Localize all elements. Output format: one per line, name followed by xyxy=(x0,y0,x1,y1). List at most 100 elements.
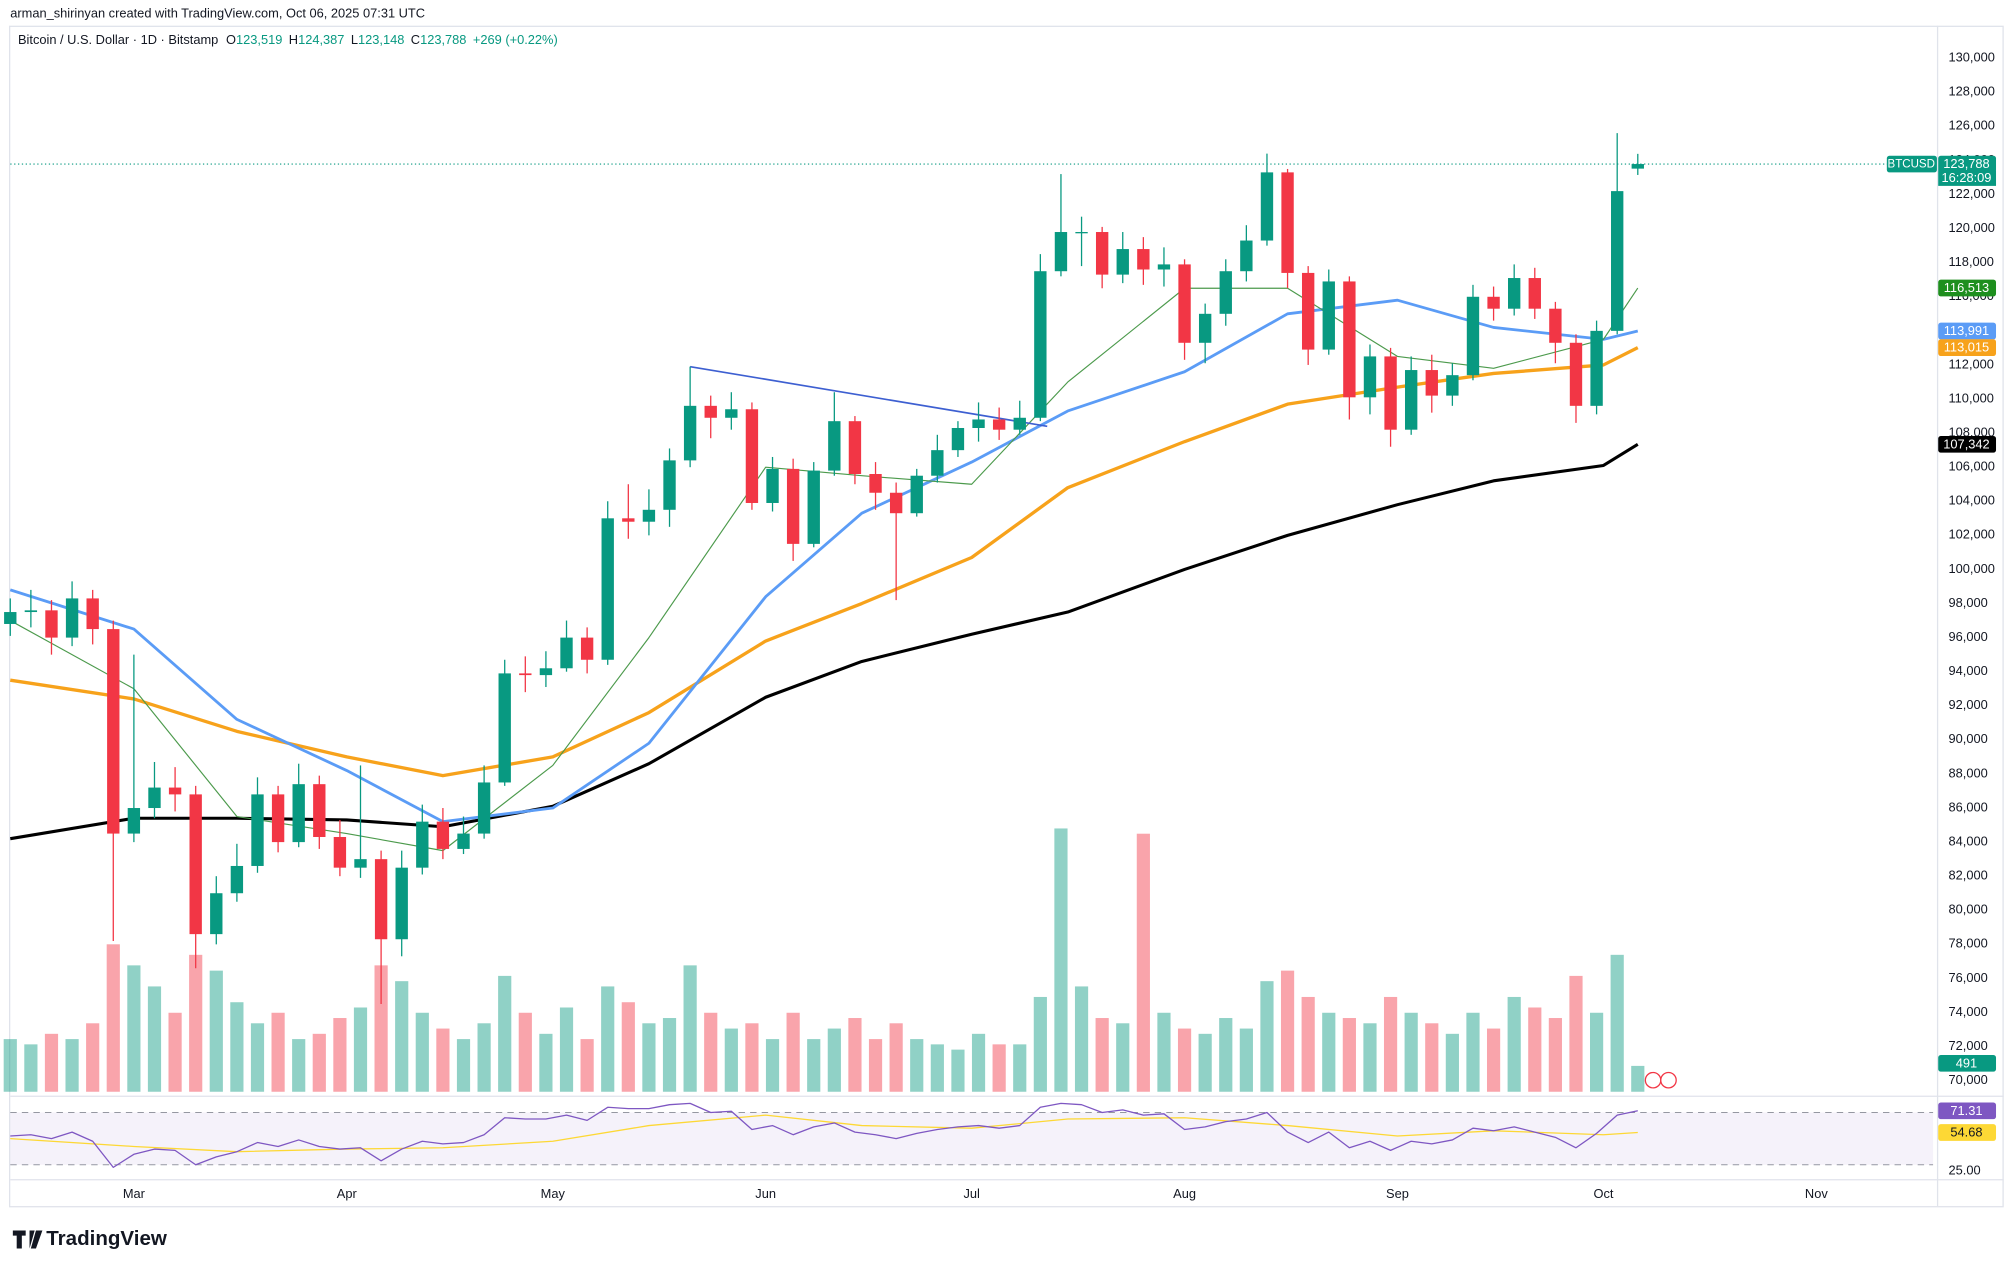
volume-bar xyxy=(1569,975,1583,1092)
volume-bar xyxy=(518,1012,532,1092)
candle-body xyxy=(663,460,676,510)
ohlc-key: C xyxy=(411,32,420,47)
volume-badge-bg xyxy=(1938,1054,1997,1072)
y-tick-label: 100,000 xyxy=(1948,561,1994,576)
candle-body xyxy=(745,409,759,503)
candle-body xyxy=(642,509,656,522)
candle-body xyxy=(313,784,326,837)
footer-logo: TradingView xyxy=(12,1227,168,1250)
y-tick-label: 106,000 xyxy=(1948,459,1994,474)
y-tick-label: 128,000 xyxy=(1948,84,1994,99)
candle-body xyxy=(1322,281,1335,350)
countdown-bg xyxy=(1938,170,1997,186)
volume-bar xyxy=(1033,996,1047,1092)
volume-bar xyxy=(1260,981,1274,1092)
candle-body xyxy=(1178,264,1191,343)
volume-bar xyxy=(1342,1018,1356,1092)
y-tick-label: 122,000 xyxy=(1948,186,1994,201)
candle-body xyxy=(1446,375,1459,396)
price-badge-bg xyxy=(1938,339,1997,356)
candle-body xyxy=(1034,271,1047,418)
moving-average-line xyxy=(9,287,1639,852)
ohlc-key: O xyxy=(226,32,236,47)
volume-bar xyxy=(374,965,388,1092)
candle-body xyxy=(1075,232,1088,234)
candle-body xyxy=(786,468,800,544)
y-tick-label: 90,000 xyxy=(1948,731,1987,746)
rsi-badge-bg xyxy=(1938,1102,1997,1120)
volume-bar xyxy=(86,1023,100,1092)
ohlc-value: 123,519 xyxy=(236,32,282,47)
volume-bar xyxy=(724,1028,738,1092)
candle-body xyxy=(457,833,470,849)
volume-bar xyxy=(827,1028,841,1092)
x-tick-label: Nov xyxy=(1805,1186,1828,1201)
price-badge: 113,991 xyxy=(1944,323,1989,338)
volume-bar xyxy=(889,1023,903,1092)
volume-bar xyxy=(1548,1018,1562,1092)
volume-bar xyxy=(1054,828,1068,1092)
volume-bar xyxy=(971,1033,986,1092)
volume-bar xyxy=(662,1018,677,1092)
volume-bar xyxy=(44,1033,59,1092)
volume-bar xyxy=(24,1044,38,1092)
candle-body xyxy=(210,893,223,935)
candle-body xyxy=(931,450,944,476)
y-tick-label: 96,000 xyxy=(1948,629,1987,644)
candle-body xyxy=(436,821,450,849)
volume-bar xyxy=(436,1028,450,1092)
volume-bar xyxy=(168,1012,182,1092)
candle-body xyxy=(1301,272,1315,350)
price-badge-bg xyxy=(1938,435,1997,453)
volume-bar xyxy=(951,1049,965,1092)
volume-bar xyxy=(271,1012,285,1092)
y-tick-label: 130,000 xyxy=(1948,50,1994,65)
candle-body xyxy=(1137,249,1150,270)
candle-body xyxy=(45,610,58,638)
candle-body xyxy=(1590,330,1603,406)
volume-bar xyxy=(456,1039,471,1092)
legend: Bitcoin / U.S. Dollar · 1D · Bitstamp O12… xyxy=(18,32,558,47)
candle-body xyxy=(1363,356,1377,398)
rsi-band xyxy=(10,1112,1934,1165)
volume-bar xyxy=(910,1039,924,1092)
volume-badge: 491 xyxy=(1956,1055,1977,1070)
candle-body xyxy=(1425,370,1438,396)
y-tick-label: 70,000 xyxy=(1948,1072,1987,1087)
symbol-badge: BTCUSD xyxy=(1888,159,1935,171)
volume-bar xyxy=(1301,996,1315,1092)
price-badge-bg xyxy=(1938,155,1997,173)
volume-bar xyxy=(807,1039,821,1092)
ohlc-key: H xyxy=(289,32,298,47)
volume-bar xyxy=(601,986,615,1092)
volume-bar xyxy=(1239,1028,1253,1092)
x-tick-label: Jun xyxy=(755,1186,776,1201)
volume-bar xyxy=(1013,1044,1027,1092)
volume-bar xyxy=(230,1002,244,1092)
candle-body xyxy=(869,474,882,493)
candle-body xyxy=(1569,342,1583,406)
candle-body xyxy=(519,673,532,676)
volume-bar xyxy=(1383,996,1398,1092)
candle-body xyxy=(1343,281,1356,398)
volume-bar xyxy=(1528,1007,1542,1092)
volume-bar xyxy=(1095,1018,1109,1092)
candle-body xyxy=(395,867,408,940)
moving-average-line xyxy=(10,443,1639,841)
volume-bar xyxy=(1219,1018,1233,1092)
volume-bar xyxy=(147,986,162,1092)
y-tick-label: 72,000 xyxy=(1948,1038,1987,1053)
volume-bar xyxy=(1322,1012,1336,1092)
volume-bar xyxy=(1404,1012,1418,1092)
candle-body xyxy=(1549,308,1562,343)
volume-bar xyxy=(559,1007,574,1092)
volume-bar xyxy=(250,1023,265,1092)
candle-body xyxy=(477,782,491,834)
candle-body xyxy=(251,794,264,866)
candle-body xyxy=(1466,296,1480,376)
x-tick-label: Apr xyxy=(337,1186,358,1201)
candle-body xyxy=(148,787,161,809)
volume-bar xyxy=(415,1012,429,1092)
candle-body xyxy=(1281,172,1294,273)
